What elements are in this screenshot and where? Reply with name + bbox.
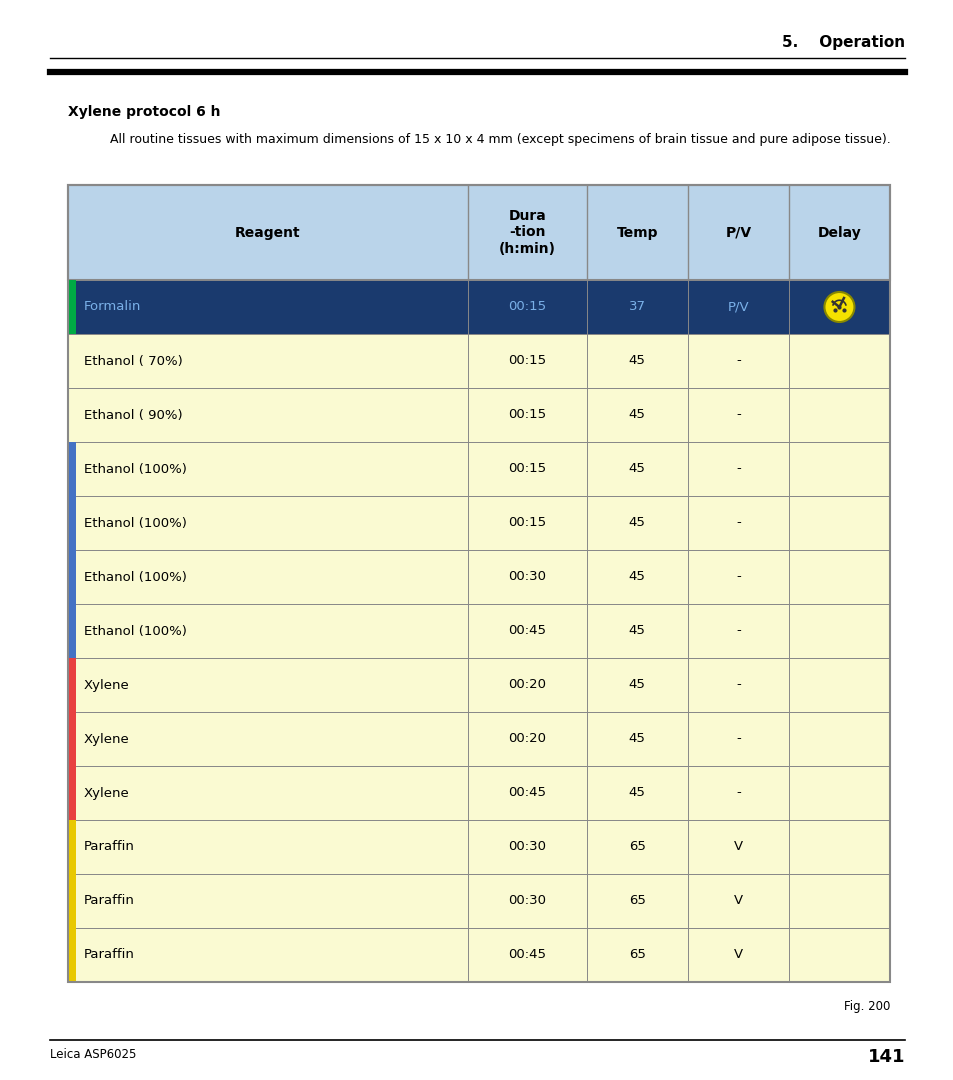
Text: 45: 45 <box>628 570 645 583</box>
Bar <box>68 820 889 874</box>
Text: 00:45: 00:45 <box>508 624 546 637</box>
Text: Ethanol ( 70%): Ethanol ( 70%) <box>84 354 183 367</box>
Bar <box>68 712 889 766</box>
Bar <box>68 550 76 604</box>
Text: Paraffin: Paraffin <box>84 894 134 907</box>
Text: Xylene: Xylene <box>84 786 130 799</box>
Text: 00:15: 00:15 <box>508 516 546 529</box>
Bar <box>68 388 889 442</box>
Circle shape <box>823 292 854 322</box>
Bar <box>68 658 889 712</box>
Text: Ethanol (100%): Ethanol (100%) <box>84 624 187 637</box>
Text: Reagent: Reagent <box>235 226 300 240</box>
Text: 00:30: 00:30 <box>508 894 546 907</box>
Bar <box>68 928 889 982</box>
Text: 00:15: 00:15 <box>508 462 546 475</box>
Bar <box>68 185 889 982</box>
Bar <box>68 496 889 550</box>
Text: -: - <box>735 408 740 421</box>
Text: 00:20: 00:20 <box>508 678 546 691</box>
Text: 65: 65 <box>628 948 645 961</box>
Bar <box>68 442 76 496</box>
Text: 45: 45 <box>628 624 645 637</box>
Text: -: - <box>735 624 740 637</box>
Text: 65: 65 <box>628 894 645 907</box>
Text: Formalin: Formalin <box>84 300 141 313</box>
Text: V: V <box>733 840 742 853</box>
Text: Dura
-tion
(h:min): Dura -tion (h:min) <box>498 210 556 256</box>
Text: Ethanol (100%): Ethanol (100%) <box>84 570 187 583</box>
Text: Paraffin: Paraffin <box>84 840 134 853</box>
Bar <box>68 766 889 820</box>
Text: 00:30: 00:30 <box>508 570 546 583</box>
Text: Delay: Delay <box>817 226 861 240</box>
Text: 37: 37 <box>628 300 645 313</box>
Text: 00:15: 00:15 <box>508 408 546 421</box>
Text: -: - <box>735 678 740 691</box>
Text: -: - <box>735 570 740 583</box>
Bar <box>68 820 76 874</box>
Bar <box>68 874 76 928</box>
Text: Fig. 200: Fig. 200 <box>842 1000 889 1013</box>
Text: Ethanol (100%): Ethanol (100%) <box>84 462 187 475</box>
Text: 5.    Operation: 5. Operation <box>781 35 904 50</box>
Text: -: - <box>735 354 740 367</box>
Text: Leica ASP6025: Leica ASP6025 <box>50 1048 136 1061</box>
Bar <box>68 604 889 658</box>
Text: Ethanol ( 90%): Ethanol ( 90%) <box>84 408 182 421</box>
Text: 45: 45 <box>628 516 645 529</box>
Text: 141: 141 <box>866 1048 904 1066</box>
Text: 00:15: 00:15 <box>508 300 546 313</box>
Bar <box>68 185 889 280</box>
Text: 45: 45 <box>628 678 645 691</box>
Bar <box>68 280 76 334</box>
Text: 65: 65 <box>628 840 645 853</box>
Text: Xylene: Xylene <box>84 678 130 691</box>
Text: Paraffin: Paraffin <box>84 948 134 961</box>
Text: 45: 45 <box>628 408 645 421</box>
Bar <box>68 712 76 766</box>
Text: V: V <box>733 948 742 961</box>
Text: 00:45: 00:45 <box>508 786 546 799</box>
Bar <box>68 658 76 712</box>
Text: V: V <box>733 894 742 907</box>
Bar <box>68 874 889 928</box>
Text: Xylene protocol 6 h: Xylene protocol 6 h <box>68 105 220 119</box>
Text: 00:20: 00:20 <box>508 732 546 745</box>
Text: 00:45: 00:45 <box>508 948 546 961</box>
Bar <box>68 334 889 388</box>
Text: 00:15: 00:15 <box>508 354 546 367</box>
Text: Xylene: Xylene <box>84 732 130 745</box>
Text: P/V: P/V <box>724 226 751 240</box>
Text: P/V: P/V <box>727 300 748 313</box>
Bar <box>68 928 76 982</box>
Text: -: - <box>735 786 740 799</box>
Bar <box>68 442 889 496</box>
Text: All routine tissues with maximum dimensions of 15 x 10 x 4 mm (except specimens : All routine tissues with maximum dimensi… <box>110 133 890 146</box>
Text: 45: 45 <box>628 354 645 367</box>
Text: 45: 45 <box>628 462 645 475</box>
Bar <box>68 496 76 550</box>
Bar <box>68 766 76 820</box>
Text: Ethanol (100%): Ethanol (100%) <box>84 516 187 529</box>
Text: -: - <box>735 462 740 475</box>
Text: Temp: Temp <box>616 226 658 240</box>
Text: -: - <box>735 732 740 745</box>
Bar <box>68 280 889 334</box>
Text: 00:30: 00:30 <box>508 840 546 853</box>
Text: -: - <box>735 516 740 529</box>
Text: 45: 45 <box>628 732 645 745</box>
Bar <box>68 604 76 658</box>
Bar <box>68 550 889 604</box>
Text: 45: 45 <box>628 786 645 799</box>
